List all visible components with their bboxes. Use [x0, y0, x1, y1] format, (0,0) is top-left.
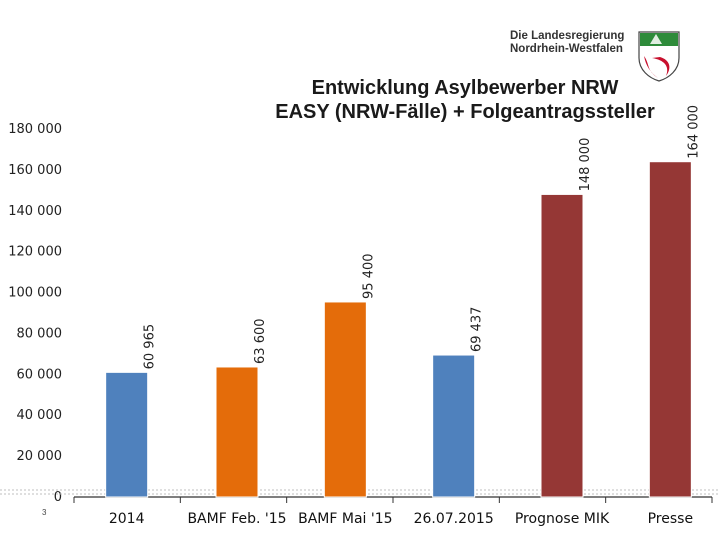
y-tick-label: 120 000 [8, 245, 62, 260]
data-label: 60 965 [143, 324, 158, 370]
data-label: 69 437 [470, 307, 485, 352]
y-tick-label: 180 000 [8, 122, 62, 137]
x-tick-label: 26.07.2015 [414, 511, 494, 527]
logo-line-1: Die Landesregierung [510, 30, 625, 42]
x-tick-label: Presse [648, 511, 693, 527]
y-tick-label: 40 000 [17, 408, 63, 423]
data-label: 148 000 [578, 138, 593, 192]
bar-5 [540, 193, 584, 498]
page-number: 3 [42, 508, 47, 517]
y-tick-label: 0 [54, 490, 62, 505]
x-tick-label: 2014 [109, 511, 145, 527]
bar-6 [648, 161, 692, 498]
y-tick-label: 20 000 [17, 449, 63, 464]
y-tick-label: 160 000 [8, 163, 62, 178]
y-tick-label: 140 000 [8, 204, 62, 219]
x-tick-label: BAMF Feb. '15 [187, 511, 286, 527]
data-label: 95 400 [361, 253, 376, 299]
data-label: 164 000 [686, 105, 701, 159]
chart-title-line-1: Entwicklung Asylbewerber NRW [311, 77, 619, 99]
nrw-logo: Die Landesregierung Nordrhein-Westfalen [510, 26, 710, 86]
y-tick-label: 80 000 [17, 326, 63, 341]
logo-line-2: Nordrhein-Westfalen [510, 43, 623, 55]
bar-3 [323, 301, 367, 498]
y-tick-label: 60 000 [17, 367, 63, 382]
x-tick-label: Prognose MIK [515, 511, 610, 527]
chart-title: Entwicklung Asylbewerber NRW EASY (NRW-F… [230, 76, 700, 124]
bar-4 [432, 354, 476, 498]
logo-text: Die Landesregierung Nordrhein-Westfalen [510, 30, 624, 56]
x-tick-label: BAMF Mai '15 [298, 511, 392, 527]
bar-1 [105, 371, 149, 498]
chart-title-line-2: EASY (NRW-Fälle) + Folgeantragssteller [275, 101, 655, 123]
nrw-crest-icon [638, 31, 680, 82]
bar-2 [215, 366, 259, 498]
y-tick-label: 100 000 [8, 286, 62, 301]
data-label: 63 600 [253, 318, 268, 364]
